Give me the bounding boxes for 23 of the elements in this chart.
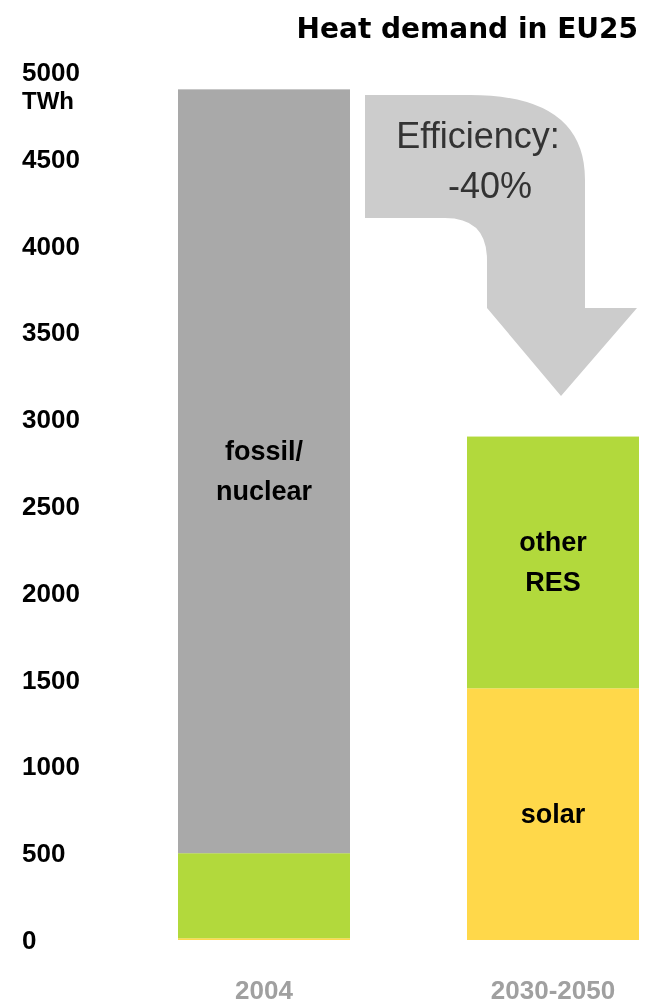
y-tick-label: 3500 [22, 317, 80, 348]
series-label: other RES [519, 527, 588, 598]
bar [178, 89, 350, 854]
y-axis-title: TWh [22, 86, 74, 114]
y-tick-label: 2500 [22, 491, 80, 521]
y-tick-label: 5000 [22, 57, 80, 87]
bar [467, 688, 639, 940]
series-label: solar [520, 799, 586, 830]
bar [178, 853, 350, 939]
y-tick-label: 1500 [22, 664, 80, 695]
bar [467, 436, 639, 689]
x-tick-label: 2030-2050 [490, 975, 616, 1003]
y-tick-label: 0 [22, 925, 37, 955]
y-tick-label: 1000 [22, 751, 80, 782]
y-tick-label: 500 [22, 838, 66, 869]
series-label: fossil/nuclear [215, 436, 313, 507]
y-tick-label: 4000 [22, 230, 80, 261]
y-tick-label: 2000 [22, 577, 80, 608]
x-tick-label: 2004 [235, 975, 294, 1003]
y-tick-label: 3000 [22, 404, 80, 435]
y-tick-label: 4500 [22, 143, 80, 174]
annotation: Efficiency: -40% [396, 114, 560, 206]
chart-title: Heat demand in EU25 [296, 11, 638, 45]
